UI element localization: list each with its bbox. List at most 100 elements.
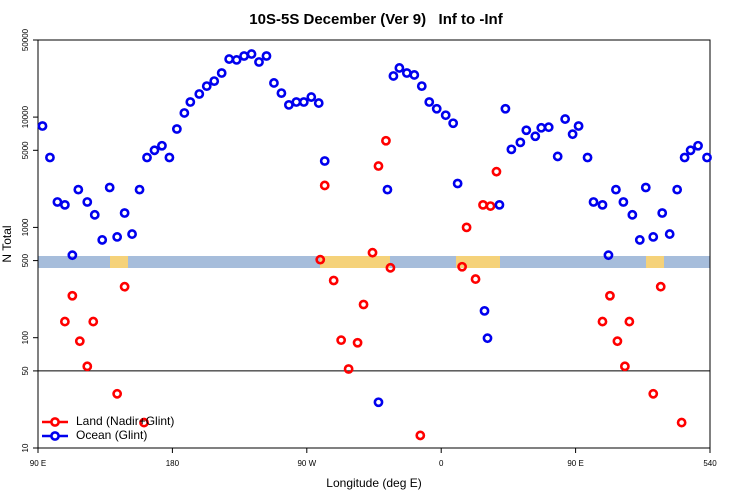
x-tick-label: 90 E xyxy=(30,459,46,468)
data-point xyxy=(88,316,99,327)
data-point xyxy=(201,81,212,91)
data-point xyxy=(627,209,638,220)
data-point xyxy=(67,250,78,261)
data-point xyxy=(401,68,412,78)
data-point xyxy=(112,388,123,399)
data-point xyxy=(482,333,493,344)
data-point xyxy=(239,51,249,61)
data-point xyxy=(619,361,630,372)
data-point xyxy=(409,70,420,80)
plot-frame xyxy=(37,39,711,449)
data-point xyxy=(521,125,532,136)
data-point xyxy=(74,336,85,347)
data-point xyxy=(491,166,502,177)
x-tick-label: 180 xyxy=(166,459,180,468)
data-point xyxy=(89,209,100,220)
data-point xyxy=(657,208,668,218)
data-point xyxy=(648,232,659,242)
data-point xyxy=(424,97,435,107)
data-point xyxy=(224,54,235,64)
data-point xyxy=(702,152,712,163)
data-point xyxy=(315,254,326,265)
data-point xyxy=(157,140,167,151)
data-point xyxy=(179,108,190,118)
data-point xyxy=(104,182,115,193)
data-point xyxy=(611,184,621,195)
data-point xyxy=(618,197,629,207)
map-strip xyxy=(38,256,710,268)
data-point xyxy=(139,417,149,428)
data-point xyxy=(431,103,442,114)
data-point xyxy=(479,305,490,316)
y-tick-label: 10000 xyxy=(21,105,30,128)
data-point xyxy=(171,124,182,134)
data-point xyxy=(634,235,645,245)
data-point xyxy=(313,98,324,108)
y-tick-label: 5000 xyxy=(21,141,30,159)
data-point xyxy=(582,152,593,163)
data-point xyxy=(664,229,675,239)
data-point xyxy=(119,208,130,218)
data-point xyxy=(373,397,384,408)
data-point xyxy=(82,361,93,372)
data-point xyxy=(82,197,93,207)
data-point xyxy=(536,122,547,133)
data-point xyxy=(185,97,196,107)
data-point xyxy=(59,316,70,327)
data-point xyxy=(328,275,339,286)
data-point xyxy=(478,199,488,210)
data-point xyxy=(573,121,584,131)
data-point xyxy=(216,68,227,78)
data-point xyxy=(385,262,396,273)
data-point xyxy=(306,92,317,102)
data-point xyxy=(485,201,496,211)
data-point xyxy=(461,222,472,233)
y-tick-label: 50 xyxy=(21,366,30,375)
legend-marker xyxy=(50,431,60,441)
data-point xyxy=(343,364,354,374)
data-point xyxy=(672,184,683,195)
legend-marker xyxy=(50,417,60,427)
data-point xyxy=(319,156,330,166)
data-point xyxy=(37,121,48,131)
data-point xyxy=(603,250,614,261)
y-tick-label: 50000 xyxy=(21,28,30,51)
chart-title: 10S-5S December (Ver 9) Inf to -Inf xyxy=(249,11,503,28)
data-point xyxy=(388,71,399,81)
data-point xyxy=(552,151,563,162)
x-tick-label: 540 xyxy=(703,459,717,468)
data-point xyxy=(597,199,608,210)
data-point xyxy=(448,118,459,129)
data-point xyxy=(246,49,257,59)
y-tick-label: 10 xyxy=(21,443,30,452)
data-point xyxy=(457,261,468,272)
data-point xyxy=(358,299,369,310)
y-axis-label: N Total xyxy=(0,225,14,262)
data-point xyxy=(59,199,70,210)
data-point xyxy=(67,290,78,301)
data-point xyxy=(624,316,635,327)
y-tick-label: 1000 xyxy=(21,218,30,236)
data-point xyxy=(209,76,220,87)
data-point xyxy=(394,63,405,73)
data-point xyxy=(254,57,264,67)
data-point xyxy=(336,335,347,346)
data-point xyxy=(470,274,481,284)
data-point xyxy=(440,110,451,121)
data-point xyxy=(269,78,279,88)
data-point xyxy=(261,51,272,61)
data-point xyxy=(112,232,123,242)
data-point xyxy=(506,144,517,155)
data-point xyxy=(127,229,137,239)
data-point xyxy=(73,184,84,195)
data-point xyxy=(382,184,393,195)
data-point xyxy=(588,197,599,207)
data-point xyxy=(319,180,330,191)
data-point xyxy=(648,388,659,399)
data-point xyxy=(416,81,427,91)
data-point xyxy=(676,417,687,428)
data-point xyxy=(543,122,554,133)
data-point xyxy=(142,152,152,163)
data-point xyxy=(605,290,615,301)
